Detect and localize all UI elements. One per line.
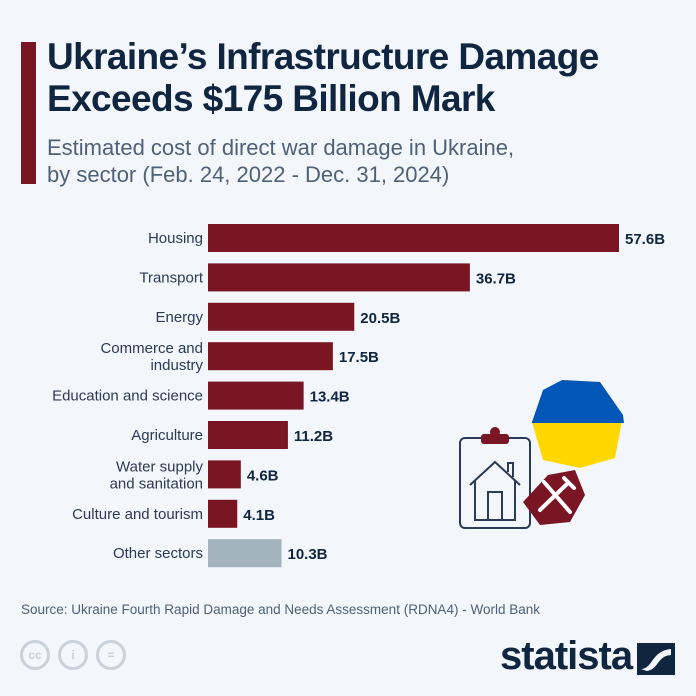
category-label: Culture and tourism	[72, 506, 203, 523]
bar	[208, 460, 241, 489]
data-label: 17.5B	[339, 349, 379, 366]
data-label: 20.5B	[360, 310, 400, 327]
title-line-2: Exceeds $175 Billion Mark	[47, 78, 495, 119]
statista-logo[interactable]: statista	[500, 634, 633, 678]
category-label: Agriculture	[131, 427, 203, 444]
bar	[208, 539, 282, 568]
category-label: Energy	[155, 309, 203, 326]
data-label: 57.6B	[625, 231, 665, 248]
bar	[208, 381, 304, 410]
category-label: Housing	[148, 230, 203, 247]
bar	[208, 302, 355, 331]
category-label: Other sectors	[113, 545, 203, 562]
title-line-1: Ukraine’s Infrastructure Damage	[47, 36, 599, 77]
data-label: 10.3B	[287, 546, 327, 563]
data-label: 13.4B	[310, 389, 350, 406]
attribution-icon[interactable]: i	[58, 640, 88, 670]
bar	[208, 421, 288, 449]
infrastructure-illustration	[459, 380, 624, 529]
bar-chart: 57.6B Housing 36.7B Transport 20.5B Energy 17.…	[52, 224, 665, 568]
category-label: Education and science	[52, 388, 203, 405]
subtitle-line-2: by sector (Feb. 24, 2022 - Dec. 31, 2024…	[47, 162, 450, 187]
category-label: industry	[150, 357, 203, 374]
category-label: Transport	[139, 269, 203, 286]
tools-icon	[523, 470, 585, 525]
source-note: Source: Ukraine Fourth Rapid Damage and …	[21, 602, 540, 617]
statista-logo-mark-icon	[637, 643, 675, 675]
ukraine-flag-icon	[532, 380, 624, 468]
subtitle-line-1: Estimated cost of direct war damage in U…	[47, 135, 515, 160]
subtitle: Estimated cost of direct war damage in U…	[47, 134, 514, 188]
clipboard-house-icon	[459, 437, 531, 529]
bar	[208, 224, 619, 252]
title-accent-bar	[21, 42, 36, 184]
no-derivatives-icon[interactable]: =	[96, 640, 126, 670]
data-label: 36.7B	[476, 270, 516, 287]
cc-icon[interactable]: cc	[20, 640, 50, 670]
bar	[208, 263, 470, 292]
data-label: 4.6B	[247, 467, 279, 484]
bar	[208, 342, 333, 371]
bar	[208, 499, 238, 528]
page-title: Ukraine’s Infrastructure Damage Exceeds …	[47, 36, 599, 120]
category-label: Water supply	[116, 458, 203, 475]
data-label: 11.2B	[294, 428, 333, 445]
license-icons[interactable]: cc i =	[20, 640, 126, 670]
category-label: and sanitation	[110, 475, 203, 492]
data-label: 4.1B	[243, 507, 275, 524]
category-label: Commerce and	[100, 340, 203, 357]
